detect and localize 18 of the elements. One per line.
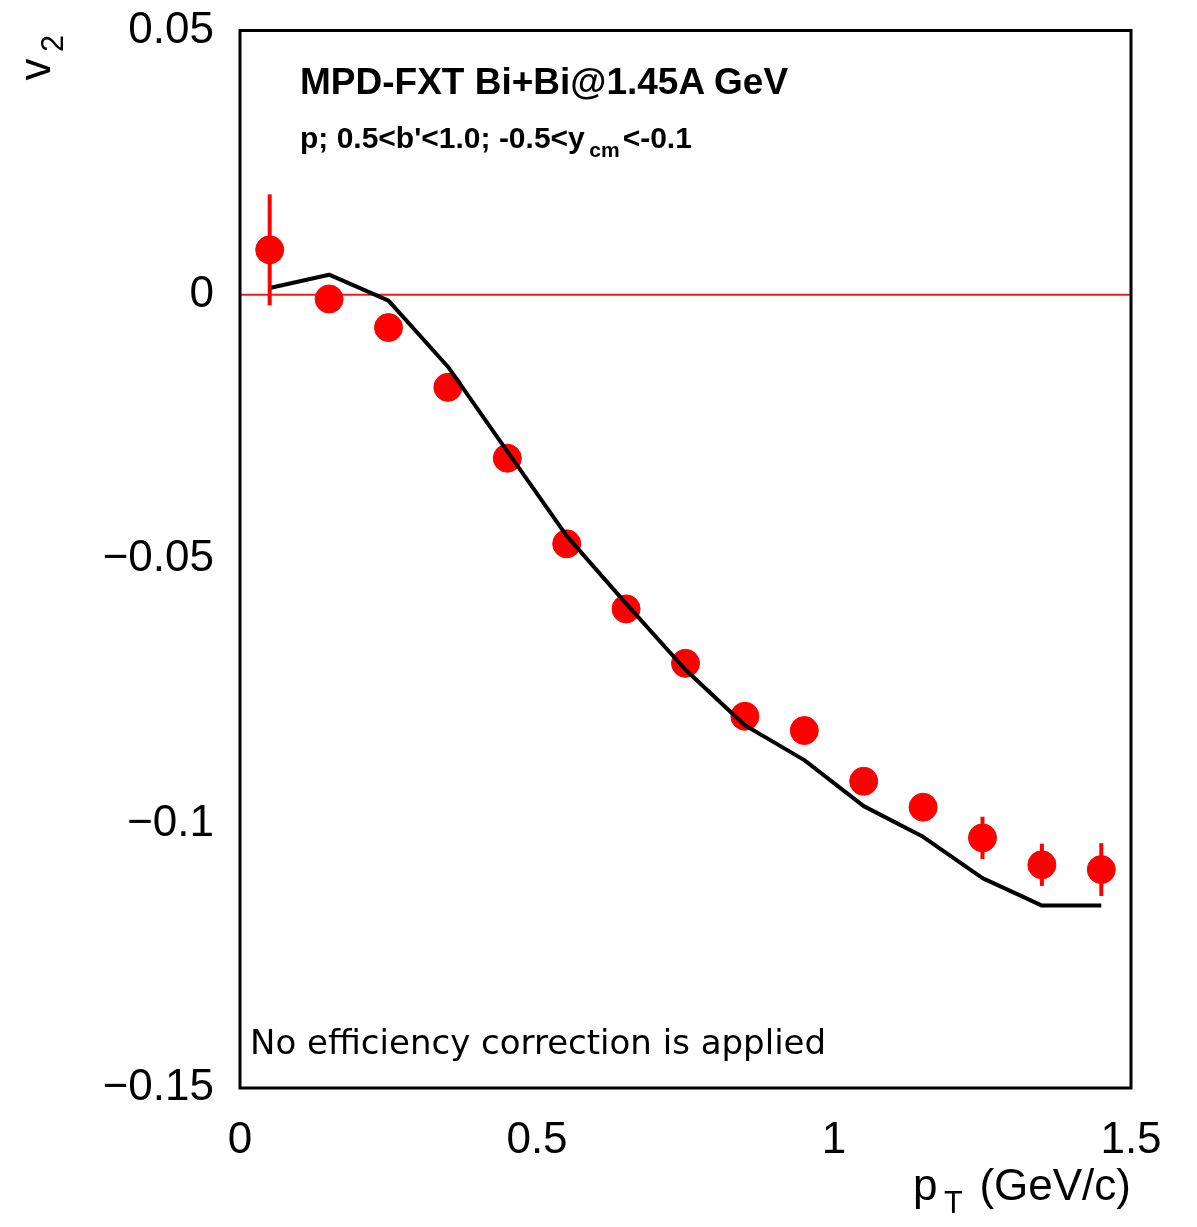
point [374,313,403,343]
y-axis-title: v2 [10,34,71,81]
point [314,284,344,314]
x-tick-label: 0.5 [506,1112,568,1162]
x-tick-label: 1 [821,1112,847,1162]
y-tick-label: −0.1 [127,795,214,845]
point [789,716,819,746]
point [433,372,463,402]
text: MPD-FXT Bi+Bi@1.45A GeV [300,61,789,103]
x-tick-label: 0 [227,1112,253,1162]
x-tick-label: 1.5 [1100,1112,1162,1162]
point [908,792,938,822]
annotation: No efficiency correction is applied [250,1022,827,1062]
y-tick-label: −0.05 [102,531,214,581]
y-tick-label: 0.05 [128,2,214,52]
y-tick-label: −0.15 [102,1060,214,1110]
point [849,766,879,796]
y-tick-label: 0 [189,266,214,316]
